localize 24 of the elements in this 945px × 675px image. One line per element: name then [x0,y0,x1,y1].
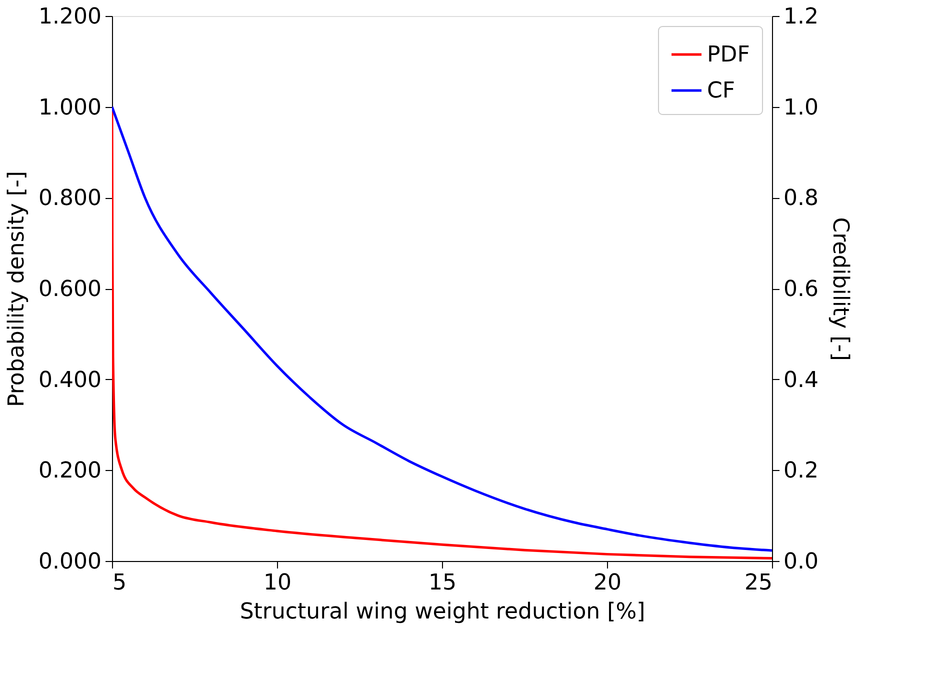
y-tick-label: 0.400 [38,368,102,393]
y2-tick-label: 1.2 [784,4,818,30]
y2-tick-label: 1.0 [784,95,818,120]
x-tick-label: 5 [112,570,126,596]
legend-label: PDF [707,42,750,68]
x-tick-label: 25 [744,570,772,596]
x-axis-title: Structural wing weight reduction [%] [240,600,646,624]
legend-label: CF [707,78,736,104]
y-tick-label: 0.600 [38,277,102,302]
y-axis-title: Probability density [-] [4,170,30,408]
y2-tick-label: 0.6 [784,277,818,302]
y-tick-label: 0.000 [38,550,102,574]
y-tick-label: 1.000 [38,95,102,120]
y2-tick-label: 0.0 [784,550,818,574]
y2-tick-label: 0.4 [784,368,818,393]
y-tick-label: 1.200 [38,4,102,30]
y2-axis-title: Credibility [-] [827,217,852,361]
y2-tick-label: 0.8 [784,186,818,212]
y-tick-label: 0.200 [38,458,102,484]
x-tick-label: 15 [428,570,456,596]
y2-tick-label: 0.2 [784,458,818,484]
x-tick-label: 10 [264,570,292,596]
y-tick-label: 0.800 [38,186,102,212]
x-tick-label: 20 [594,570,622,596]
